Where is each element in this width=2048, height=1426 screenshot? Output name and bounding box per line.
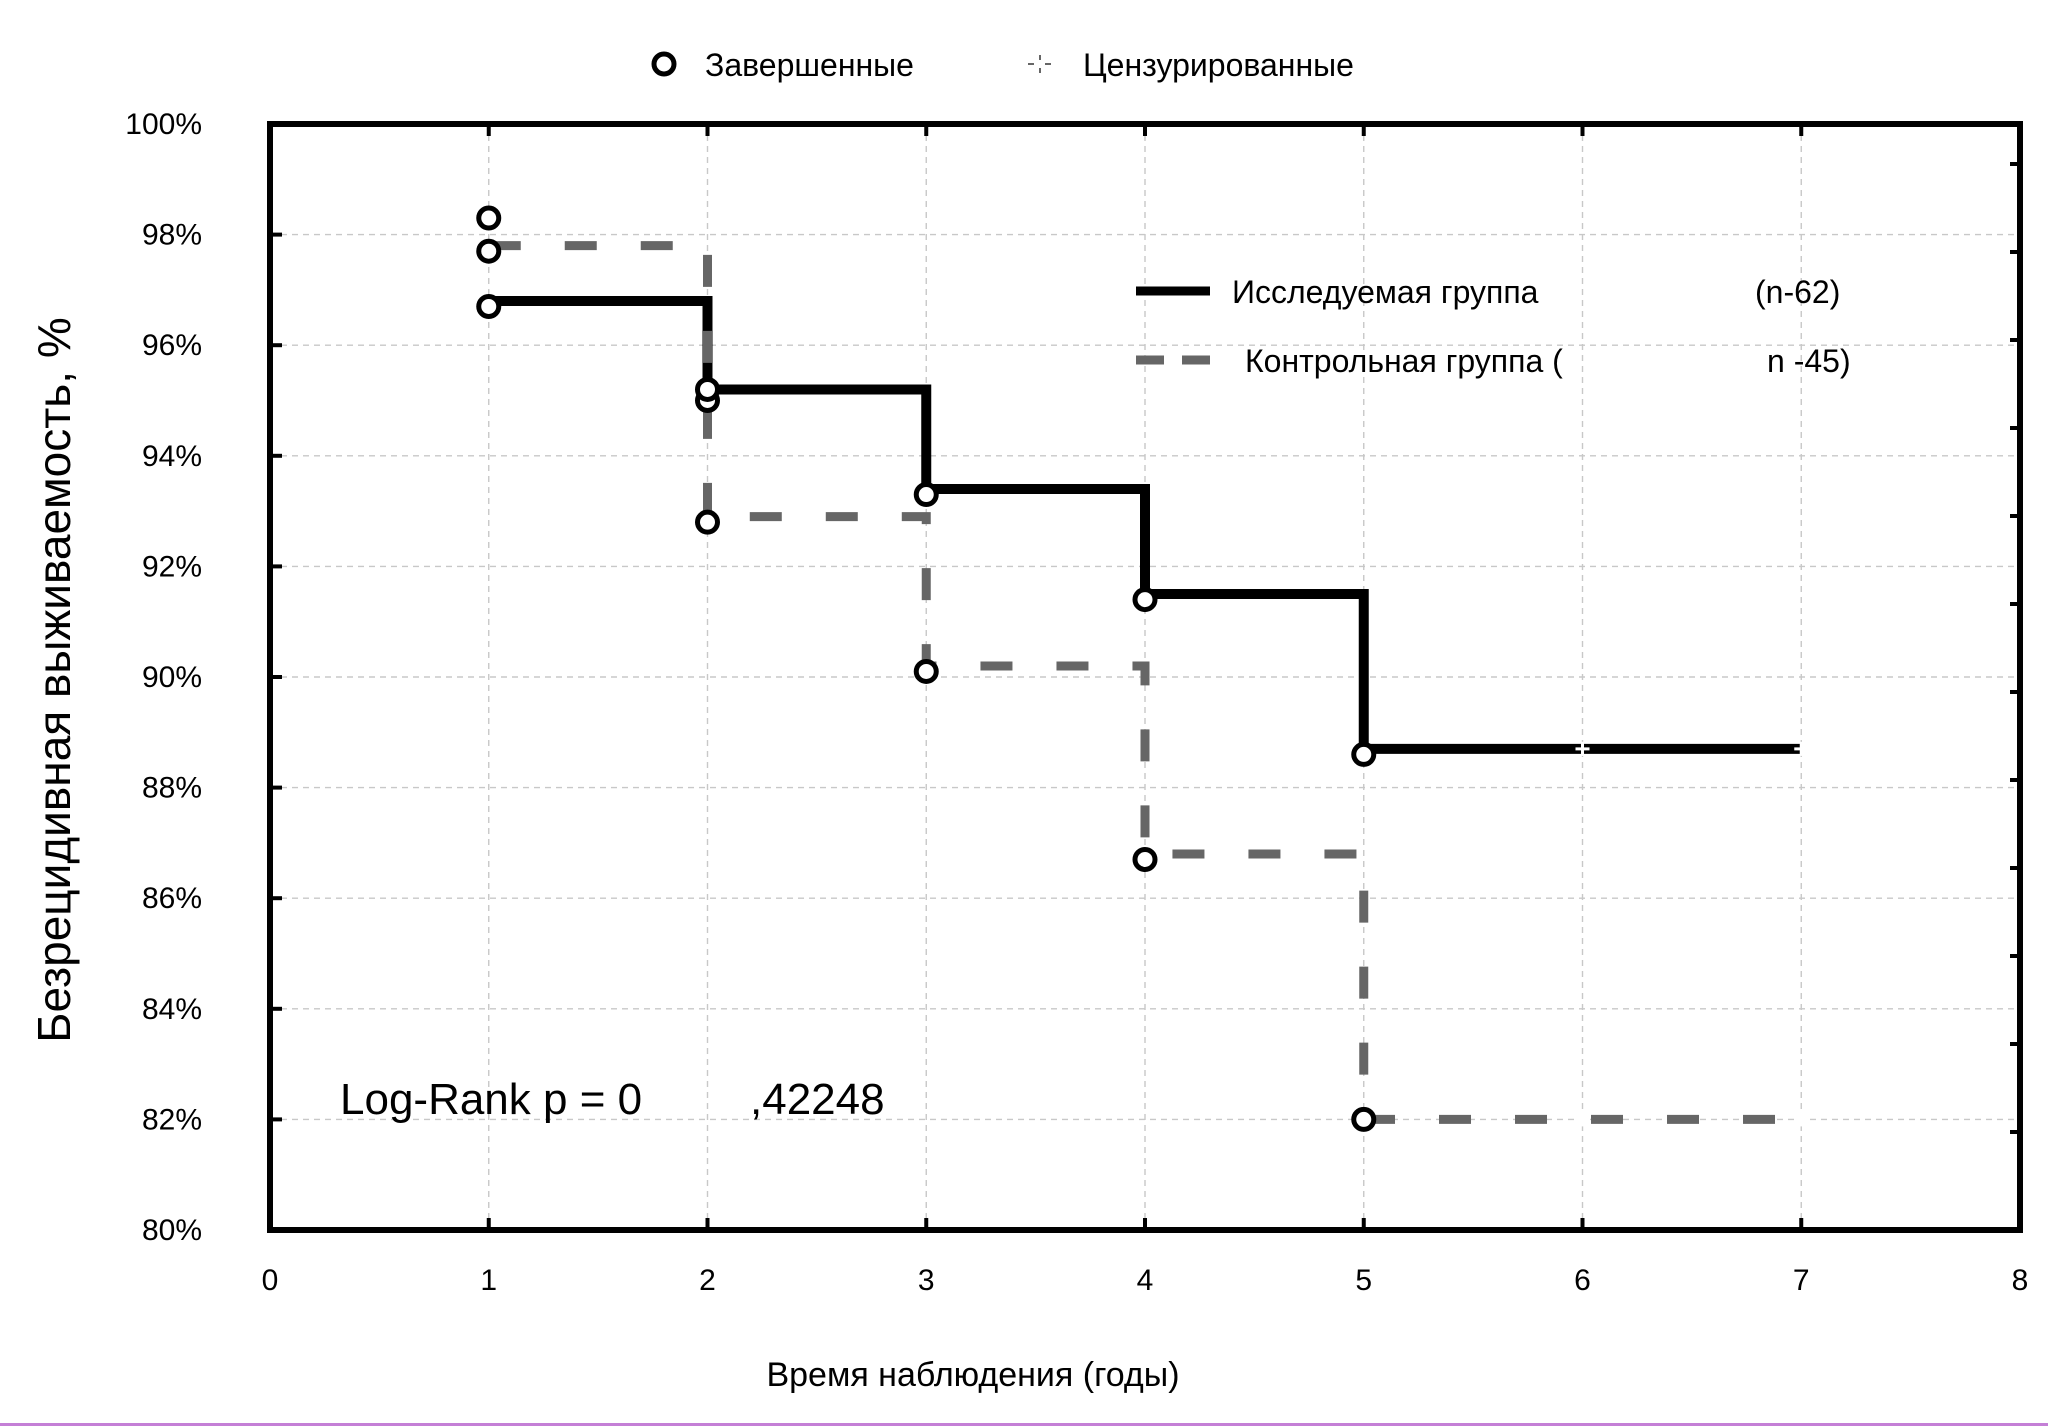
censored-marker-legend-icon: [1028, 55, 1051, 73]
completed-marker: [695, 376, 720, 402]
series-markers: [476, 205, 1809, 1132]
log-rank-label: Log-Rank p = 0: [340, 1075, 642, 1124]
completed-marker: [913, 658, 939, 684]
completed-marker: [913, 482, 939, 508]
x-tick-label: 3: [918, 1264, 935, 1297]
y-tick-label: 80%: [142, 1214, 202, 1247]
completed-marker: [1132, 846, 1158, 872]
censored-marker: [1794, 741, 1809, 756]
y-tick-label: 96%: [142, 329, 202, 362]
completed-marker: [476, 205, 502, 231]
x-tick-label: 8: [2012, 1264, 2029, 1297]
completed-marker: [476, 238, 502, 264]
series-legend-label-control: Контрольная группа (: [1245, 343, 1563, 379]
x-tick-label: 4: [1137, 1264, 1154, 1297]
y-tick-label: 90%: [142, 661, 202, 694]
log-rank-value: ,42248: [750, 1075, 885, 1124]
completed-marker: [1132, 587, 1158, 613]
censored-legend-label: Цензурированные: [1083, 47, 1354, 83]
x-tick-label: 0: [262, 1264, 279, 1297]
censored-marker: [1575, 1112, 1590, 1127]
completed-legend-label: Завершенные: [705, 47, 914, 83]
completed-marker-legend-icon: [651, 51, 677, 77]
series-legend: Исследуемая группа (n-62) Контрольная гр…: [1136, 274, 1851, 379]
y-tick-label: 82%: [142, 1103, 202, 1136]
y-axis-title: Безрецидивная выживаемость, %: [28, 317, 80, 1042]
y-tick-label: 100%: [125, 108, 202, 141]
axis-ticks: 0 1 2 3 4 5 6 7 8 80% 82% 84% 86% 88% 90% 92% 94% 96% 98% 1…: [125, 108, 2028, 1297]
completed-marker: [476, 293, 502, 319]
completed-marker: [1351, 1106, 1377, 1132]
x-tick-label: 7: [1793, 1264, 1810, 1297]
x-tick-label: 2: [699, 1264, 716, 1297]
y-tick-label: 94%: [142, 440, 202, 473]
y-tick-label: 88%: [142, 772, 202, 805]
y-tick-label: 98%: [142, 219, 202, 252]
completed-marker: [1351, 741, 1377, 767]
censored-marker: [1575, 741, 1590, 756]
y-tick-label: 86%: [142, 882, 202, 915]
x-tick-label: 6: [1574, 1264, 1591, 1297]
x-tick-label: 1: [480, 1264, 497, 1297]
censored-marker: [1794, 1112, 1809, 1127]
series-legend-n-control: n -45): [1767, 343, 1851, 379]
series-legend-n-study: (n-62): [1755, 274, 1840, 310]
series-lines: [488, 241, 1802, 1124]
series-legend-label-study: Исследуемая группа: [1232, 274, 1539, 310]
marker-legend: Завершенные Цензурированные: [651, 47, 1354, 83]
series-line-control: [488, 241, 1802, 1124]
x-tick-label: 5: [1355, 1264, 1372, 1297]
completed-marker: [695, 509, 720, 535]
y-tick-label: 84%: [142, 993, 202, 1026]
y-tick-label: 92%: [142, 550, 202, 583]
x-axis-title: Время наблюдения (годы): [766, 1356, 1179, 1394]
bottom-border: [0, 1423, 2048, 1426]
